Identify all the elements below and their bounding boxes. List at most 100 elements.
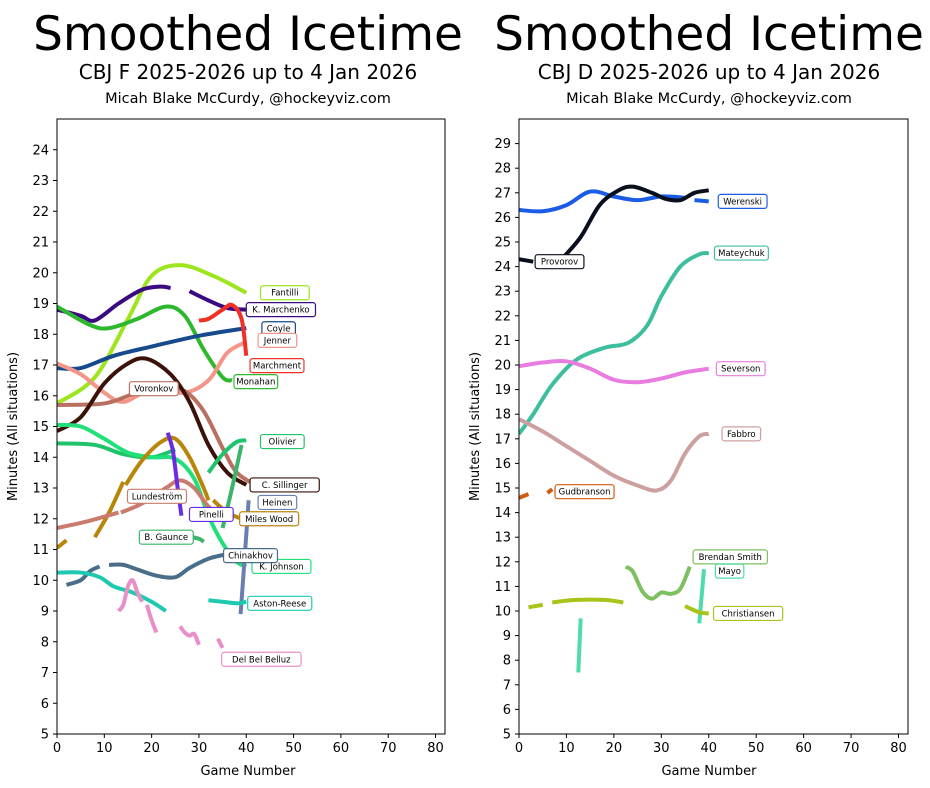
chart-title: Smoothed Icetime <box>494 7 924 62</box>
series-mateychuk <box>519 250 710 436</box>
series-label-text: Jenner <box>263 336 292 346</box>
series-chinakhov <box>65 552 228 587</box>
series-label-text: Fabbro <box>727 430 756 440</box>
series-line <box>57 326 247 371</box>
y-tick-label: 27 <box>494 186 511 201</box>
y-tick-label: 14 <box>494 506 511 521</box>
series-label-text: Fantilli <box>271 289 298 299</box>
series-line <box>208 598 247 606</box>
series-marchment <box>198 302 249 357</box>
series-label: Severson <box>715 361 766 377</box>
series-line <box>546 487 554 495</box>
series-label-text: Severson <box>721 365 760 375</box>
x-tick-label: 30 <box>653 741 670 756</box>
series-line <box>57 304 233 383</box>
y-tick-label: 21 <box>32 236 49 251</box>
y-tick-label: 17 <box>32 359 49 374</box>
series-label-text: Gudbranson <box>559 488 611 498</box>
series-severson <box>519 358 710 385</box>
series-label: C. Sillinger <box>249 477 320 493</box>
x-tick-label: 50 <box>285 741 302 756</box>
y-tick-label: 19 <box>32 297 49 312</box>
series-label-text: Lundeström <box>132 492 183 502</box>
series-monahan <box>57 304 233 383</box>
series-label-box <box>245 302 317 318</box>
y-tick-label: 24 <box>32 143 49 158</box>
series-label: Olivier <box>259 433 305 450</box>
y-tick-label: 21 <box>494 334 511 349</box>
series-label-text: Olivier <box>269 438 297 448</box>
chart-author: Micah Blake McCurdy, @hockeyviz.com <box>566 91 852 107</box>
x-tick-label: 40 <box>700 741 717 756</box>
series-label-text: K. Marchenko <box>252 306 309 316</box>
series-label: B. Gaunce <box>138 529 194 545</box>
y-tick-label: 12 <box>32 512 49 527</box>
series-label: Fantilli <box>259 285 310 301</box>
series-label-text: Chinakhov <box>228 552 273 562</box>
series-label-text: K. Johnson <box>259 562 303 572</box>
series-line <box>697 569 707 624</box>
series-label: Aston-Reese <box>247 595 313 611</box>
y-tick-label: 6 <box>503 703 511 718</box>
x-tick-label: 10 <box>558 741 575 756</box>
series-line <box>551 597 624 605</box>
series-label-text: Provorov <box>541 258 578 268</box>
chart-author: Micah Blake McCurdy, @hockeyviz.com <box>105 91 391 107</box>
series-label-text: Werenski <box>723 197 762 207</box>
series-label: Chinakhov <box>222 548 279 564</box>
series-line <box>694 198 709 204</box>
series-label-box <box>714 563 745 579</box>
y-tick-label: 20 <box>32 266 49 281</box>
y-tick-label: 7 <box>41 666 49 681</box>
series-label-box <box>259 433 305 450</box>
series-label-text: Christiansen <box>722 609 775 619</box>
y-tick-label: 5 <box>503 728 511 743</box>
y-tick-label: 28 <box>494 162 511 177</box>
series-label-box <box>717 193 768 210</box>
series-label-box <box>138 529 194 545</box>
series-label-text: Miles Wood <box>245 515 293 525</box>
series-label-box <box>534 254 585 270</box>
series-christiansen <box>528 597 710 616</box>
series-label: Christiansen <box>712 605 784 622</box>
series-line <box>206 438 247 474</box>
y-tick-label: 14 <box>32 451 49 466</box>
y-tick-label: 12 <box>494 555 511 570</box>
series-label-box <box>554 484 615 500</box>
y-tick-label: 13 <box>494 531 511 546</box>
x-tick-label: 0 <box>53 741 61 756</box>
x-tick-label: 10 <box>96 741 113 756</box>
series-label-box <box>712 605 784 622</box>
series-label-text: Marchment <box>253 362 302 372</box>
series-label: Del Bel Belluz <box>221 651 302 667</box>
series-label-box <box>188 506 234 523</box>
series-label-text: Mayo <box>718 567 741 577</box>
y-tick-label: 18 <box>32 328 49 343</box>
y-tick-label: 6 <box>41 697 49 712</box>
series-line <box>123 435 211 502</box>
series-line <box>519 257 534 264</box>
series-line <box>57 510 120 530</box>
y-axis-label: Minutes (All situations) <box>6 352 21 501</box>
y-tick-label: 5 <box>41 728 49 743</box>
series-label: Werenski <box>717 193 768 210</box>
series-label: Heinen <box>257 494 298 511</box>
y-tick-label: 22 <box>494 309 511 324</box>
x-tick-label: 20 <box>606 741 623 756</box>
y-tick-label: 19 <box>494 383 511 398</box>
series-line <box>624 564 692 601</box>
y-tick-label: 13 <box>32 482 49 497</box>
y-tick-label: 9 <box>503 629 511 644</box>
series-line <box>57 538 68 550</box>
series-label-box <box>257 332 298 348</box>
y-tick-label: 10 <box>32 574 49 589</box>
y-tick-label: 22 <box>32 205 49 220</box>
series-label: Miles Wood <box>239 511 300 527</box>
y-tick-label: 11 <box>494 580 511 595</box>
series-label-text: Aston-Reese <box>253 599 306 609</box>
series-line <box>560 184 710 261</box>
series-line <box>519 417 710 493</box>
